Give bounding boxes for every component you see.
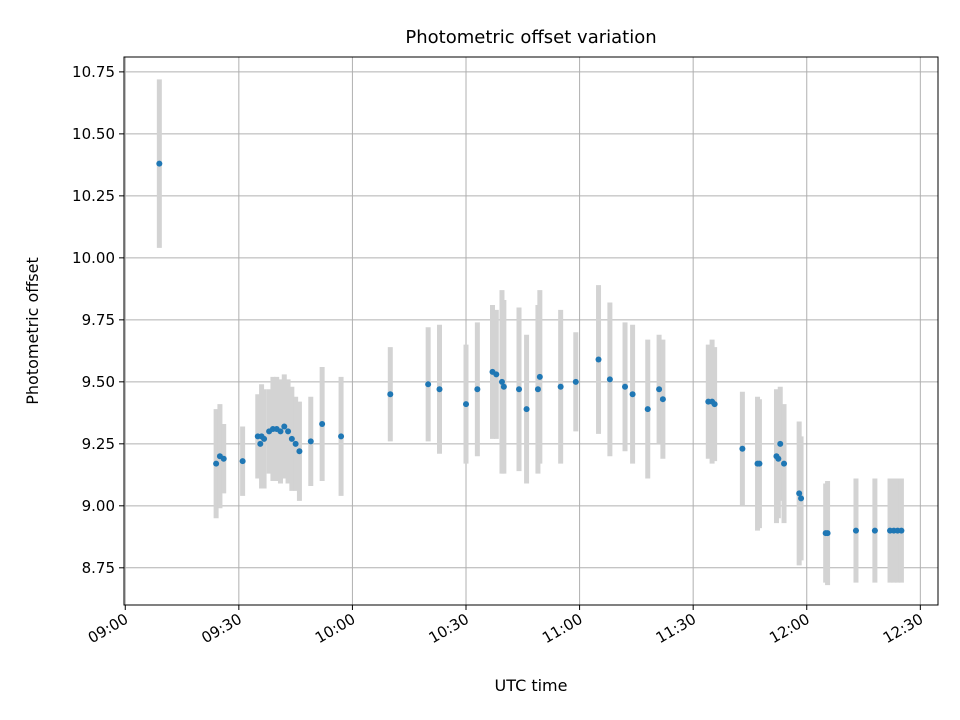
data-point xyxy=(319,420,326,427)
x-tick-label: 09:00 xyxy=(85,610,131,647)
data-point xyxy=(285,428,292,435)
data-point xyxy=(781,460,788,467)
y-tick-label: 9.25 xyxy=(82,435,115,453)
y-axis: 8.75 9.00 9.25 9.50 9.75 10.00 10.25 10.50 10.75 xyxy=(72,63,124,577)
data-point xyxy=(595,356,602,363)
data-point xyxy=(516,386,523,393)
data-point xyxy=(557,383,564,390)
y-tick-label: 10.75 xyxy=(72,63,115,81)
y-tick-label: 10.50 xyxy=(72,125,115,143)
data-point xyxy=(711,401,718,408)
y-tick-label: 9.00 xyxy=(82,497,115,515)
x-tick-label: 11:30 xyxy=(653,610,699,647)
x-axis: 09:00 09:30 10:00 10:30 11:00 11:30 12:00 12:30 xyxy=(85,605,926,647)
data-point xyxy=(534,386,541,393)
data-point xyxy=(281,423,288,430)
x-tick-label: 09:30 xyxy=(198,610,244,647)
data-point xyxy=(220,455,227,462)
data-point xyxy=(307,438,314,445)
data-point xyxy=(852,527,859,534)
data-point xyxy=(463,401,470,408)
data-points xyxy=(156,160,905,537)
y-axis-title: Photometric offset xyxy=(23,257,42,405)
data-point xyxy=(387,391,394,398)
data-point xyxy=(656,386,663,393)
data-point xyxy=(871,527,878,534)
data-point xyxy=(629,391,636,398)
data-point xyxy=(239,458,246,465)
data-point xyxy=(493,371,500,378)
data-point xyxy=(498,378,505,385)
data-point xyxy=(775,455,782,462)
x-tick-label: 11:00 xyxy=(539,610,585,647)
x-tick-label: 12:30 xyxy=(880,610,926,647)
data-point xyxy=(824,530,831,537)
data-point xyxy=(523,406,530,413)
data-point xyxy=(777,440,784,447)
data-point xyxy=(898,527,905,534)
y-tick-label: 10.25 xyxy=(72,187,115,205)
data-point xyxy=(798,495,805,502)
data-point xyxy=(739,445,746,452)
y-tick-label: 10.00 xyxy=(72,249,115,267)
plot-frame xyxy=(123,56,939,606)
x-axis-title: UTC time xyxy=(495,676,568,695)
x-tick-label: 10:30 xyxy=(426,610,472,647)
data-point xyxy=(756,460,763,467)
chart-title: Photometric offset variation xyxy=(405,27,656,48)
errorbars xyxy=(156,79,904,586)
data-point xyxy=(213,460,220,467)
data-point xyxy=(296,448,303,455)
data-point xyxy=(436,386,443,393)
data-point xyxy=(622,383,629,390)
data-point xyxy=(796,490,803,497)
data-point xyxy=(659,396,666,403)
data-point xyxy=(425,381,432,388)
data-point xyxy=(536,373,543,380)
data-point xyxy=(572,378,579,385)
x-tick-label: 12:00 xyxy=(766,610,812,647)
data-point xyxy=(261,435,268,442)
data-point xyxy=(338,433,345,440)
data-point xyxy=(500,383,507,390)
grid xyxy=(124,57,938,605)
data-point xyxy=(644,406,651,413)
y-tick-label: 9.50 xyxy=(82,373,115,391)
data-point xyxy=(277,428,284,435)
y-tick-label: 8.75 xyxy=(82,559,115,577)
y-tick-label: 9.75 xyxy=(82,311,115,329)
data-point xyxy=(156,160,163,167)
data-point xyxy=(292,440,299,447)
data-point xyxy=(288,435,295,442)
data-point xyxy=(474,386,481,393)
x-tick-label: 10:00 xyxy=(312,610,358,647)
data-point xyxy=(257,440,264,447)
data-point xyxy=(606,376,613,383)
